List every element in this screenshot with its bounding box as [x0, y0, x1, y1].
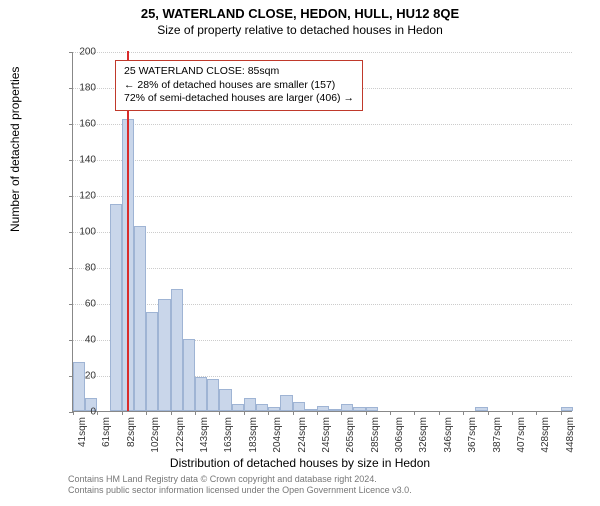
y-axis-label: Number of detached properties: [8, 67, 22, 232]
xtick-mark: [536, 411, 537, 415]
histogram-bar: [219, 389, 231, 411]
xtick-mark: [463, 411, 464, 415]
ytick-label: 100: [66, 227, 96, 238]
xtick-mark: [341, 411, 342, 415]
xtick-mark: [219, 411, 220, 415]
histogram-bar: [171, 289, 183, 411]
ytick-label: 160: [66, 119, 96, 130]
xtick-label: 265sqm: [345, 411, 356, 453]
xtick-label: 122sqm: [175, 411, 186, 453]
xtick-label: 82sqm: [126, 411, 137, 447]
xtick-label: 204sqm: [272, 411, 283, 453]
histogram-bar: [146, 312, 158, 411]
ytick-label: 0: [66, 407, 96, 418]
histogram-bar: [110, 204, 122, 411]
xtick-label: 387sqm: [492, 411, 503, 453]
xtick-mark: [512, 411, 513, 415]
xtick-label: 428sqm: [540, 411, 551, 453]
histogram-bar: [293, 402, 305, 411]
xtick-mark: [97, 411, 98, 415]
xtick-mark: [244, 411, 245, 415]
ytick-label: 80: [66, 263, 96, 274]
xtick-label: 448sqm: [565, 411, 576, 453]
histogram-bar: [158, 299, 170, 411]
xtick-mark: [488, 411, 489, 415]
xtick-label: 346sqm: [443, 411, 454, 453]
xtick-mark: [390, 411, 391, 415]
ytick-label: 140: [66, 155, 96, 166]
xtick-label: 285sqm: [370, 411, 381, 453]
xtick-label: 143sqm: [199, 411, 210, 453]
ytick-label: 180: [66, 83, 96, 94]
gridline: [73, 196, 572, 197]
xtick-mark: [268, 411, 269, 415]
xtick-mark: [195, 411, 196, 415]
xtick-label: 183sqm: [248, 411, 259, 453]
xtick-mark: [366, 411, 367, 415]
xtick-mark: [439, 411, 440, 415]
histogram-bar: [232, 404, 244, 411]
xtick-mark: [317, 411, 318, 415]
legend-box: 25 WATERLAND CLOSE: 85sqm ← 28% of detac…: [115, 60, 363, 111]
ytick-label: 200: [66, 47, 96, 58]
xtick-label: 224sqm: [297, 411, 308, 453]
x-axis-label: Distribution of detached houses by size …: [0, 456, 600, 470]
footer-attribution: Contains HM Land Registry data © Crown c…: [68, 474, 412, 497]
legend-line-2: ← 28% of detached houses are smaller (15…: [124, 79, 354, 93]
xtick-mark: [561, 411, 562, 415]
xtick-label: 306sqm: [394, 411, 405, 453]
xtick-label: 326sqm: [418, 411, 429, 453]
histogram-bar: [183, 339, 195, 411]
xtick-mark: [414, 411, 415, 415]
histogram-bar: [256, 404, 268, 411]
gridline: [73, 52, 572, 53]
xtick-mark: [171, 411, 172, 415]
xtick-label: 102sqm: [150, 411, 161, 453]
footer-line-1: Contains HM Land Registry data © Crown c…: [68, 474, 412, 485]
histogram-bar: [207, 379, 219, 411]
chart-title-main: 25, WATERLAND CLOSE, HEDON, HULL, HU12 8…: [0, 6, 600, 21]
ytick-label: 120: [66, 191, 96, 202]
chart-title-sub: Size of property relative to detached ho…: [0, 23, 600, 37]
xtick-label: 407sqm: [516, 411, 527, 453]
xtick-label: 367sqm: [467, 411, 478, 453]
gridline: [73, 268, 572, 269]
histogram-bar: [195, 377, 207, 411]
xtick-label: 245sqm: [321, 411, 332, 453]
ytick-label: 40: [66, 335, 96, 346]
gridline: [73, 124, 572, 125]
histogram-bar: [341, 404, 353, 411]
xtick-mark: [122, 411, 123, 415]
gridline: [73, 160, 572, 161]
ytick-label: 20: [66, 371, 96, 382]
ytick-label: 60: [66, 299, 96, 310]
xtick-mark: [293, 411, 294, 415]
histogram-bar: [134, 226, 146, 411]
xtick-label: 61sqm: [101, 411, 112, 447]
gridline: [73, 232, 572, 233]
histogram-bar: [244, 398, 256, 411]
legend-line-1: 25 WATERLAND CLOSE: 85sqm: [124, 65, 354, 79]
footer-line-2: Contains public sector information licen…: [68, 485, 412, 496]
gridline: [73, 304, 572, 305]
xtick-mark: [146, 411, 147, 415]
xtick-label: 163sqm: [223, 411, 234, 453]
legend-line-3: 72% of semi-detached houses are larger (…: [124, 92, 354, 106]
histogram-bar: [280, 395, 292, 411]
